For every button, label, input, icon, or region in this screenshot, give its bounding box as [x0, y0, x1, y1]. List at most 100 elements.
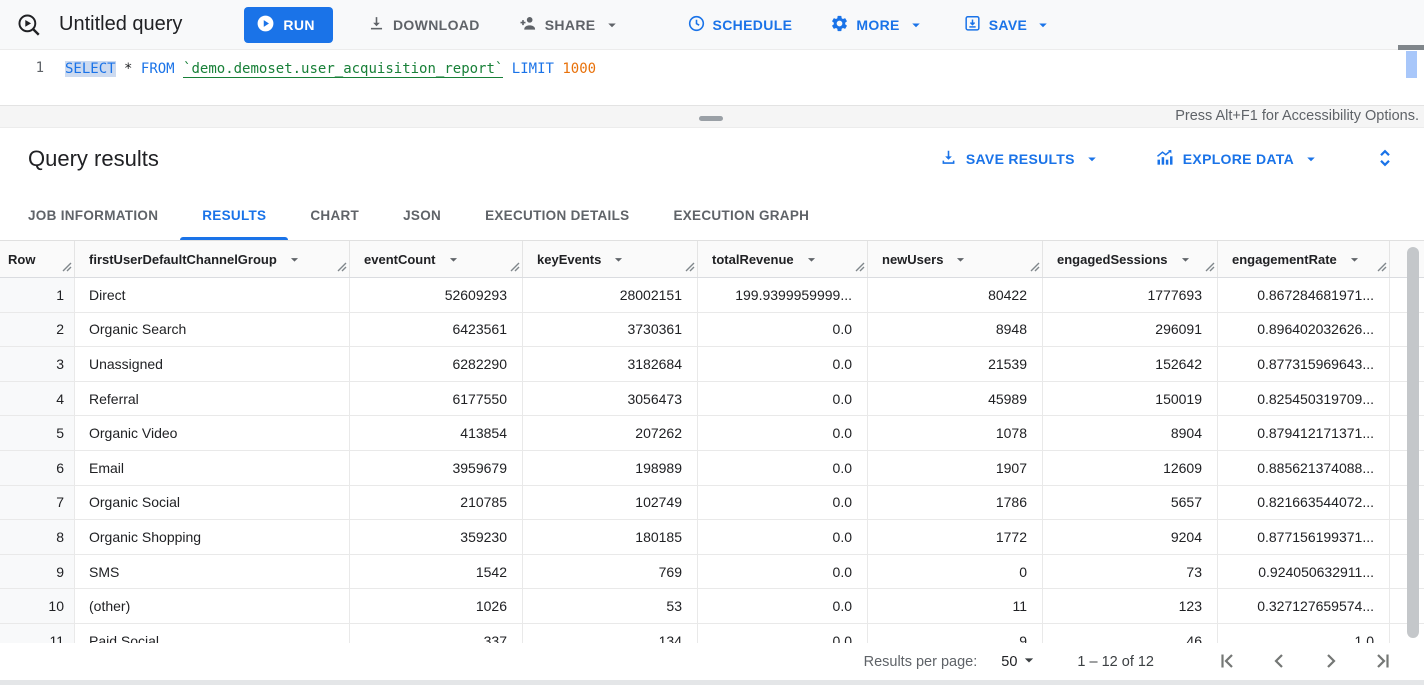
table-row: 9 SMS 1542 769 0.0 0 73 0.924050632911...: [0, 554, 1424, 590]
column-label: Row: [8, 251, 36, 267]
query-title: Untitled query: [59, 13, 183, 35]
header-cell-newUsers[interactable]: newUsers: [868, 241, 1043, 277]
cell-firstUserDefaultChannelGroup: Organic Video: [75, 416, 350, 450]
cell-engagedSessions: 152642: [1043, 347, 1218, 381]
column-menu-icon[interactable]: [610, 251, 627, 268]
collapse-panel-button[interactable]: [1372, 146, 1398, 172]
column-label: firstUserDefaultChannelGroup: [89, 251, 277, 267]
sql-token: LIMIT: [511, 61, 554, 77]
chart-icon: [1155, 148, 1175, 171]
tab-job-information[interactable]: JOB INFORMATION: [28, 207, 159, 223]
cell-keyEvents: 3182684: [523, 347, 698, 381]
header-cell-eventCount[interactable]: eventCount: [350, 241, 523, 277]
column-label: eventCount: [364, 251, 436, 267]
cell-engagedSessions: 46: [1043, 623, 1218, 643]
column-resize-handle[interactable]: [855, 260, 865, 275]
next-page-button[interactable]: [1318, 649, 1344, 675]
column-menu-icon[interactable]: [286, 251, 303, 268]
run-button[interactable]: RUN: [244, 6, 333, 43]
run-label: RUN: [283, 16, 315, 33]
last-page-button[interactable]: [1370, 649, 1396, 675]
column-resize-handle[interactable]: [62, 260, 72, 275]
sql-code-line[interactable]: SELECT * FROM `demo.demoset.user_acquisi…: [65, 59, 596, 79]
table-row: 5 Organic Video 413854 207262 0.0 1078 8904 0.8…: [0, 416, 1424, 451]
table-body: 1 Direct 52609293 28002151 199.9399959999...…: [0, 278, 1424, 643]
cell-engagedSessions: 296091: [1043, 312, 1218, 347]
tab-json[interactable]: JSON: [403, 207, 442, 223]
cell-engagementRate: 0.327127659574...: [1218, 589, 1390, 623]
header-cell-totalRevenue[interactable]: totalRevenue: [698, 241, 868, 277]
column-resize-handle[interactable]: [510, 260, 520, 275]
tab-results[interactable]: RESULTS: [180, 190, 289, 240]
editor-scrollbar[interactable]: [1406, 51, 1417, 78]
schedule-button[interactable]: SCHEDULE: [683, 8, 797, 42]
sql-token: `demo.demoset.user_acquisition_report`: [183, 61, 504, 78]
download-button[interactable]: DOWNLOAD: [363, 8, 484, 42]
cell-keyEvents: 134: [523, 623, 698, 643]
query-editor-toolbar: Untitled query RUN DOWNLOAD SHARE SCHEDU…: [0, 0, 1424, 50]
header-cell-firstUserDefaultChannelGroup[interactable]: firstUserDefaultChannelGroup: [75, 241, 350, 277]
row-number-cell: 2: [0, 312, 75, 347]
cell-firstUserDefaultChannelGroup: Direct: [75, 278, 350, 312]
column-resize-handle[interactable]: [1030, 260, 1040, 275]
cell-engagedSessions: 8904: [1043, 416, 1218, 450]
cell-engagementRate: 1.0: [1218, 623, 1390, 643]
cell-engagedSessions: 5657: [1043, 485, 1218, 520]
share-button[interactable]: SHARE: [514, 7, 625, 42]
column-menu-icon[interactable]: [1346, 251, 1363, 268]
column-resize-handle[interactable]: [337, 260, 347, 275]
header-cell-engagementRate[interactable]: engagementRate: [1218, 241, 1390, 277]
cell-firstUserDefaultChannelGroup: Organic Social: [75, 485, 350, 520]
page-size-select[interactable]: 50: [1001, 650, 1039, 674]
table-row: 11 Paid Social 337 134 0.0 9 46 1.0: [0, 623, 1424, 643]
column-resize-handle[interactable]: [685, 260, 695, 275]
line-number: 1: [35, 60, 44, 76]
header-cell-row[interactable]: Row: [0, 241, 75, 277]
column-menu-icon[interactable]: [952, 251, 969, 268]
cell-firstUserDefaultChannelGroup: Email: [75, 450, 350, 485]
table-scrollbar[interactable]: [1407, 247, 1419, 638]
first-page-button[interactable]: [1214, 649, 1240, 675]
table-row: 7 Organic Social 210785 102749 0.0 1786 5657 0.…: [0, 485, 1424, 521]
column-menu-icon[interactable]: [1177, 251, 1194, 268]
cell-newUsers: 11: [868, 589, 1043, 623]
explore-data-button[interactable]: EXPLORE DATA: [1155, 148, 1320, 171]
column-label: totalRevenue: [712, 251, 794, 267]
save-button[interactable]: SAVE: [959, 8, 1057, 42]
save-results-button[interactable]: SAVE RESULTS: [939, 148, 1101, 170]
cell-newUsers: 9: [868, 623, 1043, 643]
cell-engagementRate: 0.885621374088...: [1218, 450, 1390, 485]
accessibility-hint: Press Alt+F1 for Accessibility Options.: [1175, 108, 1419, 124]
sql-token: FROM: [140, 61, 175, 77]
sql-editor[interactable]: 1 SELECT * FROM `demo.demoset.user_acqui…: [0, 45, 1424, 105]
tab-execution-graph[interactable]: EXECUTION GRAPH: [673, 207, 810, 223]
unfold-icon: [1373, 149, 1397, 173]
column-label: keyEvents: [537, 251, 602, 267]
cell-newUsers: 1078: [868, 416, 1043, 450]
header-cell-engagedSessions[interactable]: engagedSessions: [1043, 241, 1218, 277]
previous-page-button[interactable]: [1266, 649, 1292, 675]
column-menu-icon[interactable]: [445, 251, 462, 268]
cell-keyEvents: 102749: [523, 485, 698, 520]
cell-newUsers: 80422: [868, 278, 1043, 312]
header-cell-keyEvents[interactable]: keyEvents: [523, 241, 698, 277]
column-menu-icon[interactable]: [803, 251, 820, 268]
drag-handle[interactable]: [699, 116, 723, 121]
download-icon: [367, 14, 386, 36]
cell-totalRevenue: 0.0: [698, 623, 868, 643]
cell-engagedSessions: 1777693: [1043, 278, 1218, 312]
editor-scroll-corner: [1398, 45, 1424, 50]
sql-token: SELECT: [65, 61, 116, 77]
tab-execution-details[interactable]: EXECUTION DETAILS: [485, 207, 630, 223]
cell-firstUserDefaultChannelGroup: Referral: [75, 381, 350, 416]
column-label: engagementRate: [1232, 251, 1337, 267]
sql-token: [132, 61, 140, 77]
tab-chart[interactable]: CHART: [310, 207, 360, 223]
cell-totalRevenue: 0.0: [698, 312, 868, 347]
column-resize-handle[interactable]: [1377, 260, 1387, 275]
cell-keyEvents: 3730361: [523, 312, 698, 347]
column-resize-handle[interactable]: [1205, 260, 1215, 275]
horizontal-scrollbar-track[interactable]: [0, 680, 1424, 685]
table-row: 8 Organic Shopping 359230 180185 0.0 1772 9204…: [0, 520, 1424, 555]
more-button[interactable]: MORE: [826, 8, 928, 42]
